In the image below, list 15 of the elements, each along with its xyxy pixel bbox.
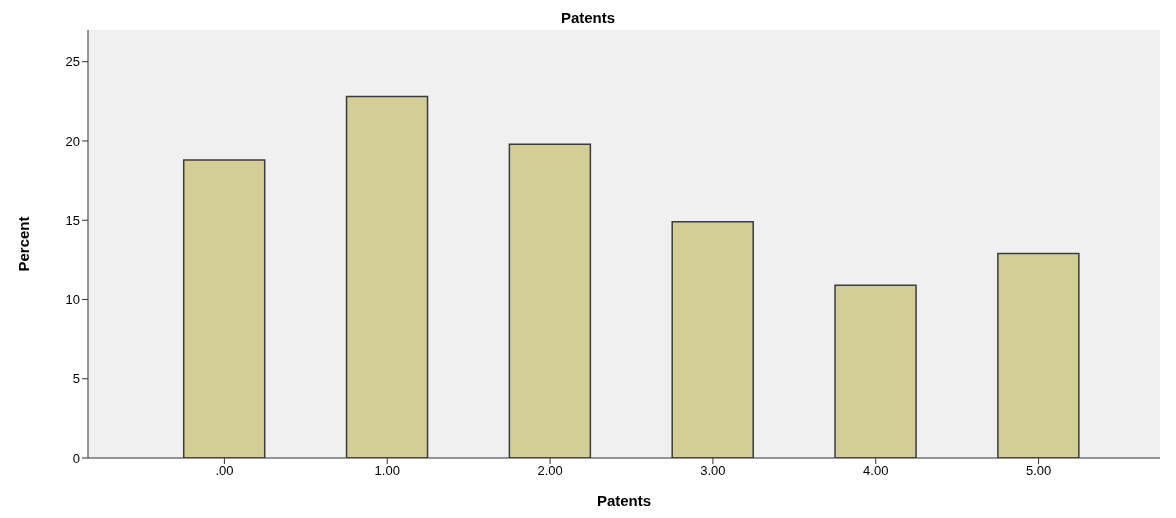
x-tick-label: .00 <box>215 463 234 479</box>
y-tick-label: 15 <box>65 212 80 228</box>
x-tick-label: 1.00 <box>374 463 400 479</box>
x-axis-title: Patents <box>596 492 652 509</box>
y-tick-label: 20 <box>65 133 80 149</box>
chart-title: Patents <box>559 8 617 28</box>
x-tick-label: 5.00 <box>1025 463 1052 479</box>
x-tick-label: 2.00 <box>537 463 563 479</box>
x-tick-label: 3.00 <box>700 463 726 479</box>
y-tick-label: 5 <box>72 371 80 387</box>
x-tick-label: 4.00 <box>863 463 889 479</box>
y-tick-label: 10 <box>65 292 80 308</box>
y-tick-label: 0 <box>72 450 80 466</box>
y-axis-title: Percent <box>15 216 33 272</box>
y-tick-label: 25 <box>65 54 80 70</box>
